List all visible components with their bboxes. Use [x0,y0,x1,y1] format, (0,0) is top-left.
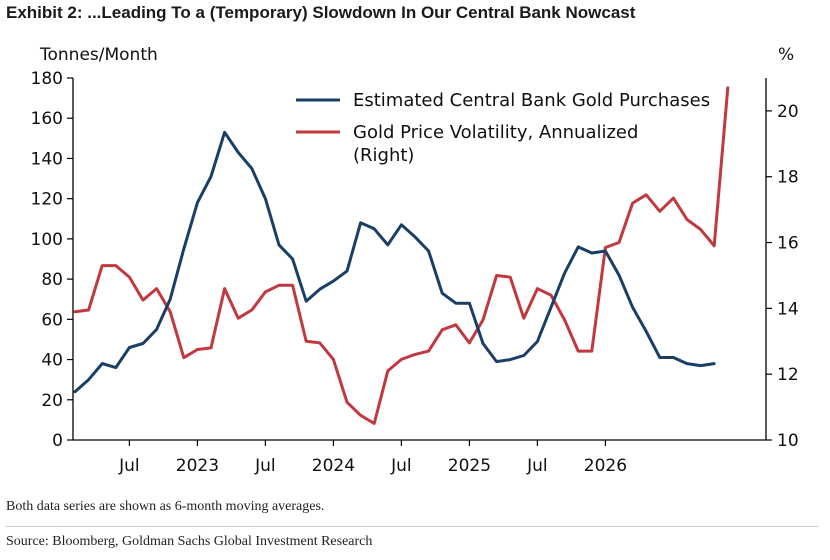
left-tick-label: 180 [31,69,63,89]
chart-area: 0 20 40 60 80 100 120 140 160 180 10 12 14 16 18 20 Ju… [31,69,799,476]
legend-label: Gold Price Volatility, Annualized [353,122,638,143]
series-line-gold-volatility [73,86,730,425]
x-tick-label: 2024 [312,456,355,476]
legend-label: (Right) [353,145,414,166]
right-tick-label: 12 [777,365,799,385]
right-tick-label: 10 [777,431,799,451]
right-tick-label: 14 [777,299,799,319]
chart-title: Exhibit 2: ...Leading To a (Temporary) S… [6,3,636,22]
left-tick-label: 100 [31,230,63,250]
x-tick-label: 2026 [584,456,627,476]
left-tick-label: 0 [52,431,63,451]
right-y-ticks: 10 12 14 16 18 20 [766,102,799,451]
right-tick-label: 18 [777,168,799,188]
left-tick-label: 160 [31,109,63,129]
legend: Estimated Central Bank Gold Purchases Gol… [296,90,710,166]
left-tick-label: 60 [41,310,63,330]
right-tick-label: 20 [777,102,799,122]
source-line: Source: Bloomberg, Goldman Sachs Global … [6,534,373,549]
x-tick-label: Jul [390,456,412,476]
left-tick-label: 40 [41,351,63,371]
right-axis-unit-label: % [778,45,795,65]
x-tick-label: Jul [526,456,548,476]
x-tick-label: 2023 [176,456,219,476]
x-tick-label: Jul [118,456,140,476]
legend-label: Estimated Central Bank Gold Purchases [353,90,710,111]
footnote: Both data series are shown as 6-month mo… [6,499,325,514]
left-tick-label: 120 [31,190,63,210]
left-y-ticks: 0 20 40 60 80 100 120 140 160 180 [31,69,73,451]
left-tick-label: 140 [31,149,63,169]
right-tick-label: 16 [777,234,799,254]
series-line-central-bank-purchases [73,130,716,394]
left-axis-unit-label: Tonnes/Month [40,45,158,65]
left-tick-label: 80 [41,270,63,290]
x-ticks: Jul 2023 Jul 2024 Jul 2025 Jul 2026 [118,440,627,476]
footer-divider [6,526,818,527]
x-tick-label: 2025 [448,456,491,476]
left-tick-label: 20 [41,391,63,411]
x-tick-label: Jul [254,456,276,476]
